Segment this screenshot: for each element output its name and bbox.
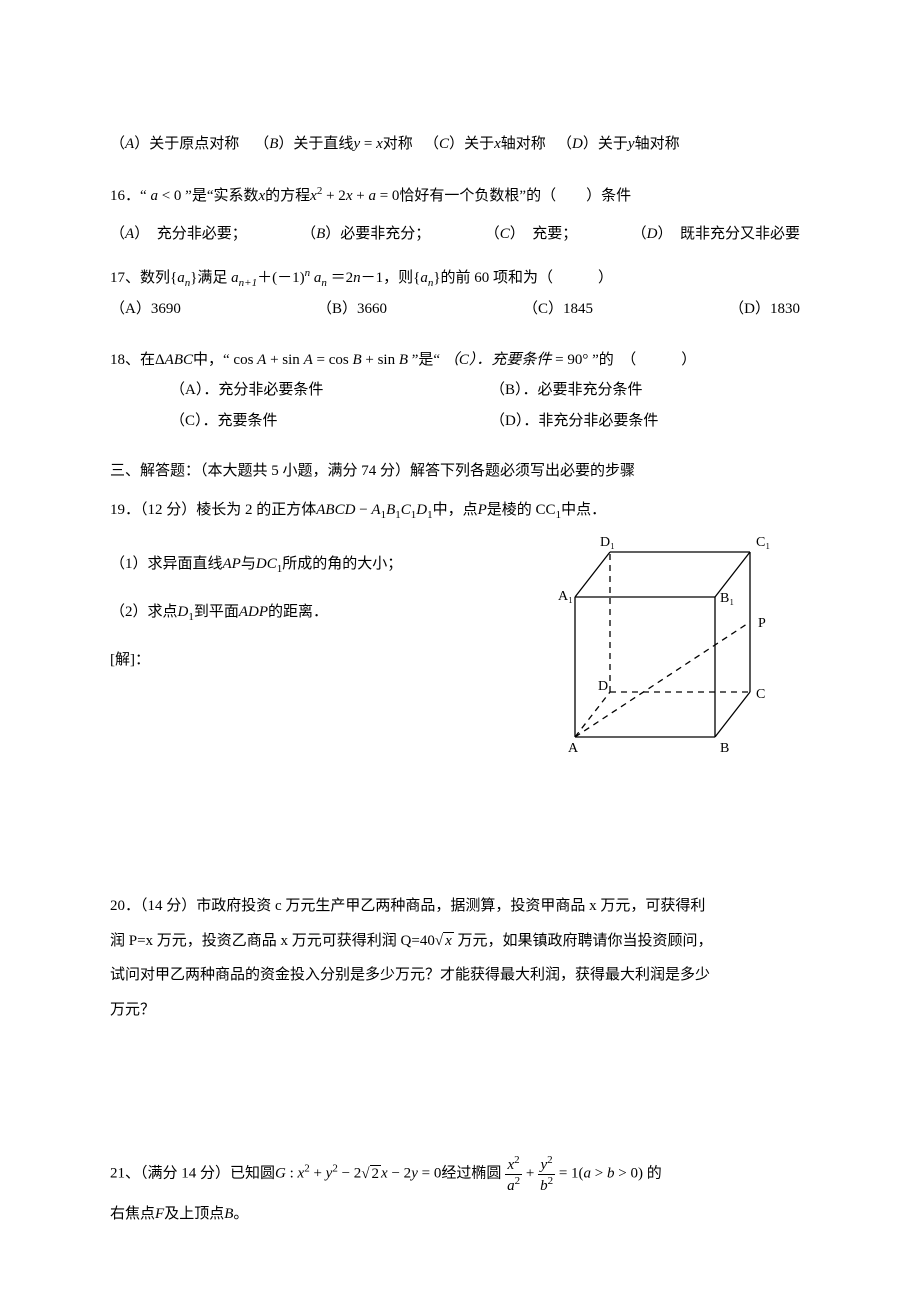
cube-label-A1: A₁ xyxy=(558,589,573,604)
q15-C: （C）关于x轴对称 xyxy=(424,136,550,152)
q20-line3: 试问对甲乙两种商品的资金投入分别是多少万元？才能获得最大利润，获得最大利润是多少 xyxy=(110,961,810,990)
q19-figure: D₁ C₁ A₁ B₁ P D C A B xyxy=(510,532,810,773)
frac-y2-b2: y2 b2 xyxy=(538,1154,555,1194)
q17-D: （D）1830 xyxy=(729,295,800,324)
cube-label-P: P xyxy=(758,616,766,631)
q16-options: （A） 充分非必要； （B）必要非充分； （C） 充要； （D） 既非充分又非必… xyxy=(110,220,800,249)
q17-B: （B）3660 xyxy=(317,295,387,324)
sqrt2-icon xyxy=(361,1166,369,1182)
q18-B: （B）．必要非充分条件 xyxy=(490,376,810,405)
q17-stem: 17、数列{an}满足 an+1＋(－1)n an ＝2n－1，则{an}的前 … xyxy=(110,263,810,294)
q18-A: （A）．充分非必要条件 xyxy=(170,376,490,405)
q21-line1: 21、（满分 14 分）已知圆G : x2 + y2 − 22x − 2y = … xyxy=(110,1154,810,1194)
q18-stem: 18、在ΔABC中，“ cos A + sin A = cos B + sin … xyxy=(110,346,810,375)
q16-stem: 16．“ a < 0 ”是“实系数x的方程x2 + 2x + a = 0恰好有一… xyxy=(110,181,810,211)
cube-label-D1: D₁ xyxy=(600,535,615,550)
sqrt-icon xyxy=(435,933,443,949)
q21-line2: 右焦点F及上顶点B。 xyxy=(110,1200,810,1229)
q16-D: （D） 既非充分又非必要 xyxy=(632,220,800,249)
cube-label-B1: B₁ xyxy=(720,591,734,606)
q16-B: （B）必要非充分； xyxy=(301,220,430,249)
q15-D: （D）关于y轴对称 xyxy=(557,136,680,152)
q15-B: （B）关于直线y = x对称 xyxy=(254,136,416,152)
q16-A: （A） 充分非必要； xyxy=(110,220,247,249)
cube-label-C: C xyxy=(756,687,765,702)
q17-C: （C）1845 xyxy=(523,295,593,324)
q17-options: （A）3690 （B）3660 （C）1845 （D）1830 xyxy=(110,295,800,324)
q20-line2: 润 P=x 万元，投资乙商品 x 万元可获得利润 Q=40x 万元，如果镇政府聘… xyxy=(110,927,810,956)
q19-body: （1）求异面直线AP与DC1所成的角的大小； （2）求点D1到平面ADP的距离．… xyxy=(110,532,810,773)
q19-p1: （1）求异面直线AP与DC1所成的角的大小； xyxy=(110,550,510,580)
cube-label-A: A xyxy=(568,741,579,756)
q19-text: （1）求异面直线AP与DC1所成的角的大小； （2）求点D1到平面ADP的距离．… xyxy=(110,532,510,680)
q19-head: 19．（12 分）棱长为 2 的正方体ABCD − A1B1C1D1中，点P是棱… xyxy=(110,496,810,526)
q15-options: （A）关于原点对称 （B）关于直线y = x对称 （C）关于x轴对称 （D）关于… xyxy=(110,130,810,159)
q15-A: （A）关于原点对称 xyxy=(110,136,243,152)
cube-label-D: D xyxy=(598,679,608,694)
cube-label-B: B xyxy=(720,741,729,756)
q18-options-2: （C）．充要条件 （D）．非充分非必要条件 xyxy=(110,407,810,436)
q18-C: （C）．充要条件 xyxy=(170,407,490,436)
exam-page: （A）关于原点对称 （B）关于直线y = x对称 （C）关于x轴对称 （D）关于… xyxy=(0,0,920,1315)
q18-D: （D）．非充分非必要条件 xyxy=(490,407,810,436)
q18-options-1: （A）．充分非必要条件 （B）．必要非充分条件 xyxy=(110,376,810,405)
cube-label-C1: C₁ xyxy=(756,535,770,550)
q19-solution-label: [解]： xyxy=(110,646,510,675)
q20-line4: 万元？ xyxy=(110,996,810,1025)
frac-x2-a2: x2 a2 xyxy=(505,1154,522,1194)
q20-line1: 20．（14 分）市政府投资 c 万元生产甲乙两种商品，据测算，投资甲商品 x … xyxy=(110,892,810,921)
q17-A: （A）3690 xyxy=(110,295,181,324)
q19-p2: （2）求点D1到平面ADP的距离． xyxy=(110,598,510,628)
q16-C: （C） 充要； xyxy=(485,220,578,249)
cube-diagram-icon: D₁ C₁ A₁ B₁ P D C A B xyxy=(530,532,790,762)
section-3-heading: 三、解答题：（本大题共 5 小题，满分 74 分）解答下列各题必须写出必要的步骤 xyxy=(110,457,810,486)
